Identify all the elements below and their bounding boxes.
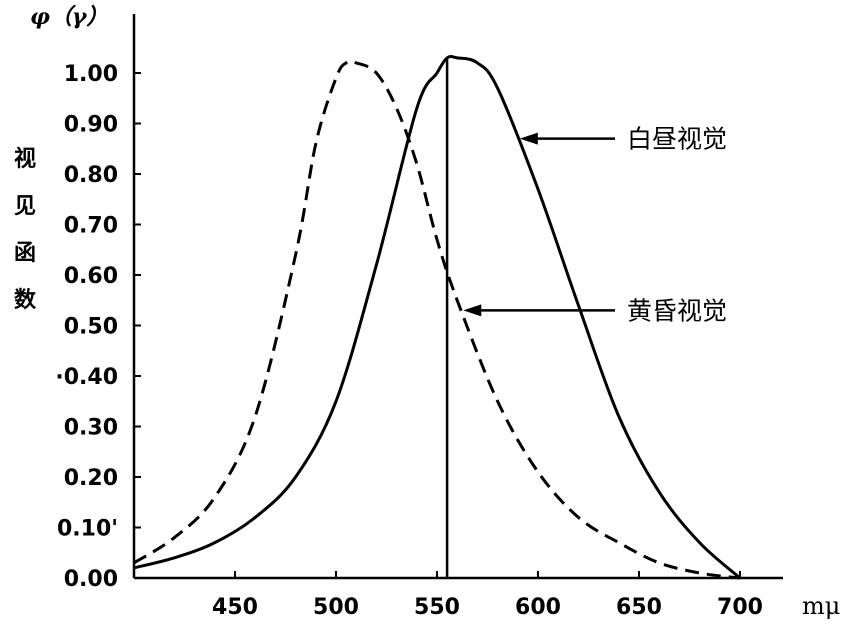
y-tick-label: 0.50 bbox=[64, 315, 118, 340]
y-tick-label: 0.20 bbox=[64, 466, 118, 491]
x-tick-label: 550 bbox=[414, 595, 460, 620]
y-tick-label: 0.70 bbox=[64, 214, 118, 239]
annotation-label: 黄昏视觉 bbox=[627, 296, 727, 325]
annotation-arrowhead bbox=[463, 304, 482, 317]
x-tick-label: 500 bbox=[313, 595, 359, 620]
y-axis-label-char: 视 bbox=[14, 146, 36, 172]
y-axis-label-char: 见 bbox=[14, 194, 36, 219]
series-group bbox=[133, 55, 741, 580]
y-tick-label: 0.10' bbox=[57, 517, 118, 542]
x-axis-unit-label: mμ bbox=[802, 592, 840, 620]
y-tick-label: 1.00 bbox=[64, 62, 118, 87]
y-axis-label-char: 函 bbox=[14, 241, 36, 266]
x-tick-label: 600 bbox=[515, 595, 561, 620]
y-tick-label: ·0.40 bbox=[55, 365, 118, 390]
annotation-label: 白昼视觉 bbox=[627, 125, 727, 154]
y-axis-ticks: 0.00 0.10' 0.20 0.30 ·0.40 0.50 0.60 0.70 0.80 0.… bbox=[55, 62, 141, 592]
y-axis-label-char: 数 bbox=[14, 287, 37, 313]
y-tick-label: 0.60 bbox=[64, 264, 118, 289]
x-tick-label: 450 bbox=[212, 595, 258, 620]
y-tick-label: 0.00 bbox=[64, 567, 118, 592]
chart-title: φ（γ） bbox=[30, 4, 108, 30]
x-tick-label: 700 bbox=[717, 595, 763, 620]
y-tick-label: 0.80 bbox=[64, 163, 118, 188]
y-tick-label: 0.90 bbox=[64, 113, 118, 138]
y-tick-label: 0.30 bbox=[64, 416, 118, 441]
series-line-scotopic bbox=[133, 59, 741, 580]
x-axis-ticks: 450 500 550 600 650 700 bbox=[212, 571, 763, 620]
annotation-arrowhead bbox=[519, 132, 538, 145]
x-tick-label: 650 bbox=[616, 595, 662, 620]
